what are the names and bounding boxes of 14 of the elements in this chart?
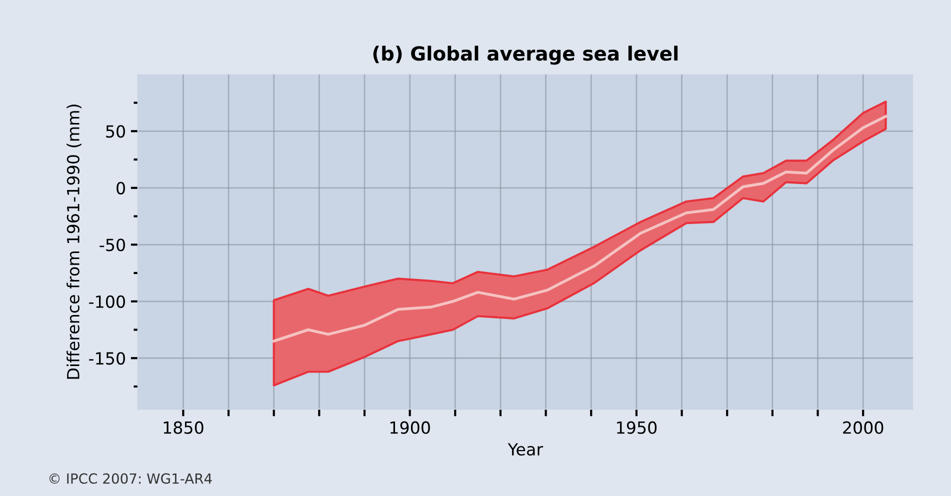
y-axis-title: Difference from 1961-1990 (mm) bbox=[66, 104, 82, 379]
x-tick-label: 2000 bbox=[843, 421, 884, 434]
x-tick-label: 1950 bbox=[617, 421, 657, 434]
chart-title: (b) Global average sea level bbox=[373, 46, 678, 65]
x-axis-title: Year bbox=[508, 443, 544, 456]
x-tick-label: 1850 bbox=[164, 421, 204, 434]
y-tick-label: 50 bbox=[106, 125, 125, 138]
y-tick-label: 0 bbox=[116, 182, 125, 194]
x-tick-label: 1900 bbox=[390, 421, 430, 434]
y-tick-label: -50 bbox=[100, 238, 125, 252]
text: © IPCC 2007: WG1-AR4 bbox=[49, 473, 212, 484]
y-tick-label: -100 bbox=[89, 295, 125, 308]
line-series bbox=[272, 115, 888, 342]
y-tick-label: -150 bbox=[89, 352, 125, 365]
